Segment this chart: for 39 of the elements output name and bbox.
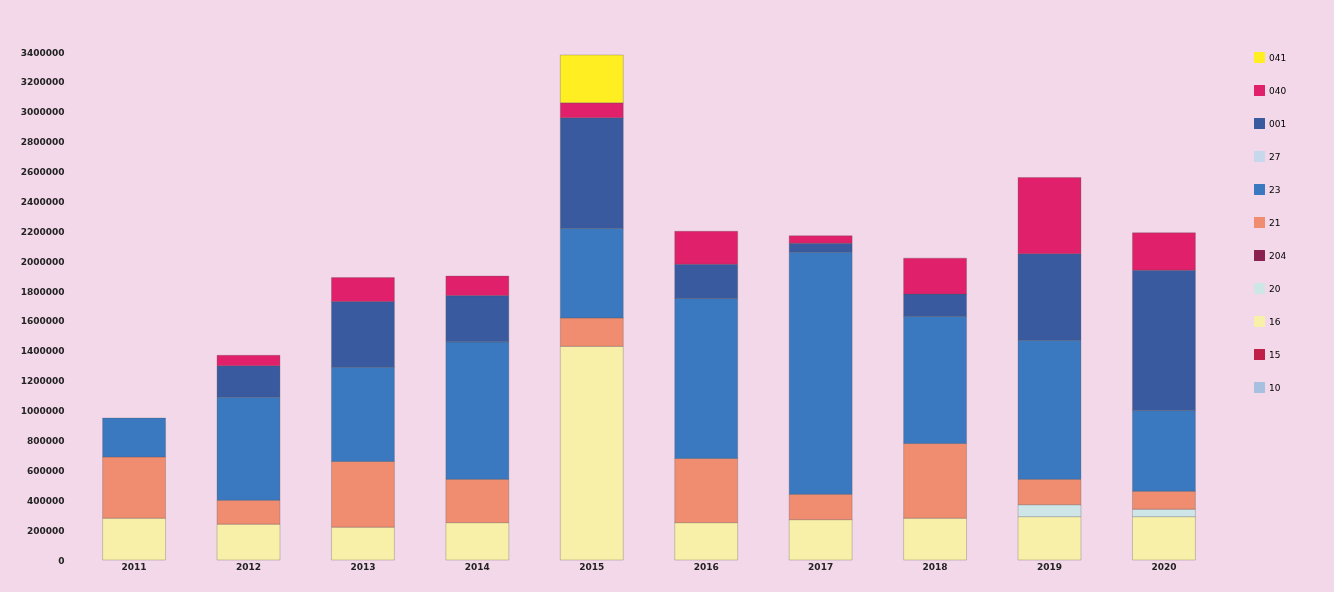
- x-tick-label: 2013: [350, 561, 376, 572]
- x-tick-label: 2016: [693, 561, 719, 572]
- legend-label: 001: [1269, 118, 1287, 129]
- y-tick-label: 1400000: [20, 346, 65, 357]
- y-tick-label: 200000: [26, 525, 65, 536]
- legend-label: 15: [1269, 349, 1281, 360]
- y-tick-label: 1000000: [20, 406, 65, 417]
- y-tick-label: 2600000: [20, 167, 65, 178]
- legend-label: 16: [1269, 316, 1281, 327]
- y-tick-label: 2800000: [20, 137, 65, 148]
- y-tick-label: 2400000: [20, 196, 65, 207]
- y-tick-label: 600000: [26, 465, 65, 476]
- y-tick-label: 1200000: [20, 376, 65, 387]
- legend-label: 21: [1269, 217, 1281, 228]
- x-tick-label: 2011: [121, 561, 147, 572]
- x-tick-label: 2015: [579, 561, 605, 572]
- x-tick-label: 2020: [1151, 561, 1177, 572]
- y-tick-label: 400000: [26, 495, 65, 506]
- y-tick-label: 3400000: [20, 47, 65, 58]
- legend-label: 23: [1269, 184, 1281, 195]
- legend-label: 041: [1269, 52, 1287, 63]
- y-tick-label: 0: [58, 555, 65, 566]
- x-tick-label: 2017: [808, 561, 834, 572]
- y-tick-label: 3200000: [20, 77, 65, 88]
- y-tick-label: 2200000: [20, 226, 65, 237]
- y-tick-label: 1800000: [20, 286, 65, 297]
- y-tick-label: 800000: [26, 435, 65, 446]
- x-tick-label: 2012: [235, 561, 262, 572]
- y-tick-label: 2000000: [20, 256, 65, 267]
- x-tick-label: 2019: [1036, 561, 1063, 572]
- legend-label: 20: [1269, 283, 1281, 294]
- x-tick-label: 2014: [464, 561, 490, 572]
- y-tick-label: 1600000: [20, 316, 65, 327]
- legend-label: 204: [1269, 250, 1287, 261]
- y-tick-label: 3000000: [20, 107, 65, 118]
- legend-label: 27: [1269, 151, 1281, 162]
- legend-label: 10: [1269, 382, 1281, 393]
- legend-label: 040: [1269, 85, 1287, 96]
- x-tick-label: 2018: [922, 561, 948, 572]
